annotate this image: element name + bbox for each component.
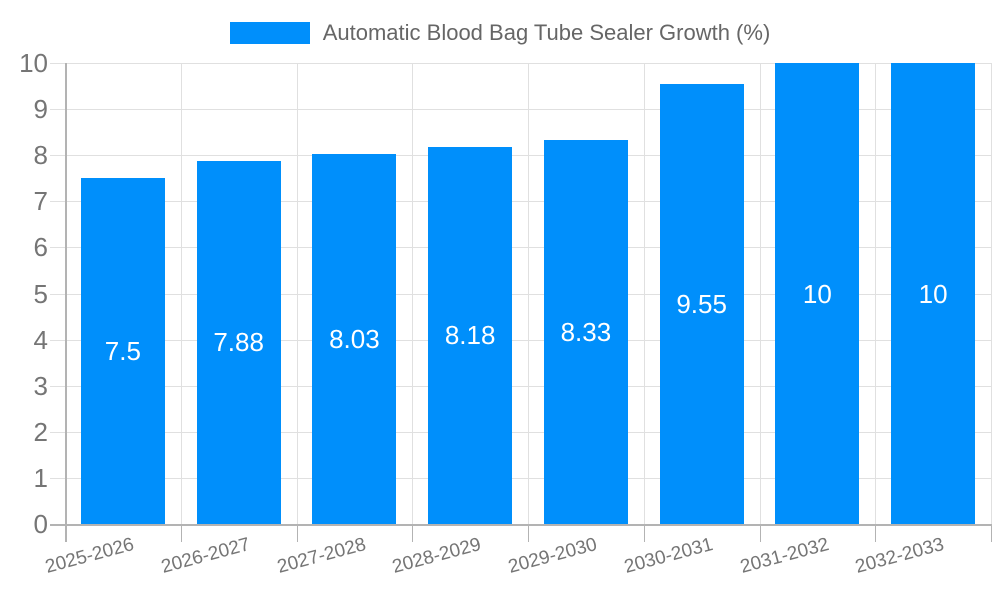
bar-2030-2031[interactable]: 9.55 (659, 83, 744, 524)
x-gridline (875, 63, 877, 524)
x-axis-line (50, 524, 991, 526)
x-gridline (528, 63, 529, 524)
x-axis-tick-label: 2031-2032 (737, 534, 831, 578)
y-axis-tick-label: 8 (33, 140, 48, 171)
legend-swatch[interactable] (229, 22, 310, 44)
y-axis-tick-label: 10 (19, 48, 48, 78)
y-tick-mark (50, 339, 65, 341)
x-tick-mark (412, 524, 414, 542)
y-tick-mark (50, 63, 65, 64)
x-tick-mark (296, 524, 298, 542)
y-tick-mark (50, 385, 65, 387)
bar-value-label: 7.88 (213, 327, 264, 358)
bar-value-label: 8.18 (444, 320, 496, 351)
bar-2028-2029[interactable]: 8.18 (428, 146, 513, 524)
y-tick-mark (50, 155, 65, 157)
y-axis-tick-label: 2 (33, 416, 48, 447)
x-axis-tick-label: 2028-2029 (390, 534, 484, 578)
y-axis-tick-label: 3 (33, 370, 48, 401)
x-tick-mark (875, 524, 877, 542)
bar-2027-2028[interactable]: 8.03 (312, 153, 397, 524)
bar-2026-2027[interactable]: 7.88 (196, 160, 281, 524)
x-tick-mark (991, 524, 992, 542)
bar-value-label: 9.55 (676, 288, 727, 319)
x-gridline (991, 63, 992, 524)
x-gridline (412, 63, 414, 524)
x-axis-tick-label: 2030-2031 (621, 534, 716, 578)
x-axis-tick-label: 2029-2030 (506, 534, 600, 578)
bar-value-label: 8.03 (329, 323, 380, 354)
y-axis-tick-label: 9 (33, 94, 48, 125)
bar-2032-2033[interactable]: 10 (891, 63, 976, 524)
legend-label: Automatic Blood Bag Tube Sealer Growth (… (322, 20, 771, 45)
bar-value-label: 7.5 (104, 336, 141, 367)
y-axis-tick-label: 4 (33, 324, 48, 355)
chart-legend[interactable]: Automatic Blood Bag Tube Sealer Growth (… (0, 20, 1000, 46)
x-axis-tick-label: 2032-2033 (853, 534, 947, 578)
y-axis-tick-label: 6 (33, 232, 48, 263)
x-axis-tick-label: 2027-2028 (274, 534, 368, 578)
x-tick-mark (643, 524, 645, 542)
x-tick-mark (528, 524, 529, 542)
x-axis-tick-label: 2025-2026 (43, 534, 137, 578)
x-gridline (759, 63, 761, 524)
bar-value-label: 10 (918, 278, 948, 309)
y-tick-mark (50, 431, 65, 433)
y-axis-line (65, 63, 67, 542)
y-axis-tick-label: 7 (33, 186, 48, 217)
x-axis-tick-label: 2026-2027 (158, 534, 253, 578)
bar-value-label: 10 (802, 278, 832, 309)
y-axis-tick-label: 5 (33, 278, 48, 309)
y-tick-mark (50, 293, 65, 295)
x-tick-mark (180, 524, 182, 542)
x-tick-mark (759, 524, 761, 542)
y-tick-mark (50, 201, 65, 203)
y-axis-tick-label: 1 (33, 462, 48, 493)
x-gridline (643, 63, 645, 524)
bar-2025-2026[interactable]: 7.5 (80, 178, 165, 524)
x-gridline (180, 63, 182, 524)
y-tick-mark (50, 247, 65, 249)
x-gridline (296, 63, 298, 524)
y-axis-tick-label: 0 (33, 509, 48, 539)
bar-2029-2030[interactable]: 8.33 (543, 139, 628, 524)
bar-value-label: 8.33 (560, 316, 612, 347)
y-tick-mark (50, 109, 65, 111)
bar-2031-2032[interactable]: 10 (775, 63, 860, 524)
y-tick-mark (50, 477, 65, 479)
